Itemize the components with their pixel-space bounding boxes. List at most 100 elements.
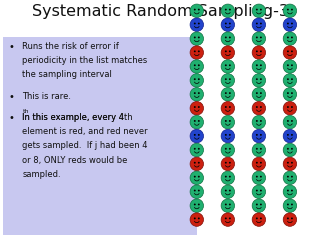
Ellipse shape <box>291 9 293 11</box>
Ellipse shape <box>260 176 262 178</box>
Ellipse shape <box>291 23 293 24</box>
Ellipse shape <box>190 199 204 212</box>
Text: gets sampled.  If j had been 4: gets sampled. If j had been 4 <box>22 141 148 150</box>
Ellipse shape <box>287 9 289 11</box>
Ellipse shape <box>291 92 293 94</box>
Ellipse shape <box>291 36 293 38</box>
Ellipse shape <box>190 143 204 157</box>
Ellipse shape <box>252 129 266 143</box>
Ellipse shape <box>198 23 200 24</box>
Ellipse shape <box>287 64 289 66</box>
Ellipse shape <box>229 120 231 122</box>
Ellipse shape <box>291 134 293 136</box>
Ellipse shape <box>260 9 262 11</box>
Ellipse shape <box>291 148 293 150</box>
Ellipse shape <box>260 64 262 66</box>
Ellipse shape <box>221 102 235 115</box>
Ellipse shape <box>256 23 258 24</box>
Ellipse shape <box>283 129 297 143</box>
Ellipse shape <box>256 78 258 80</box>
Ellipse shape <box>221 74 235 87</box>
Ellipse shape <box>194 50 196 52</box>
Ellipse shape <box>287 204 289 205</box>
Ellipse shape <box>287 148 289 150</box>
Ellipse shape <box>256 9 258 11</box>
Ellipse shape <box>225 50 227 52</box>
Ellipse shape <box>221 129 235 143</box>
Ellipse shape <box>221 32 235 45</box>
Ellipse shape <box>260 190 262 192</box>
Ellipse shape <box>229 78 231 80</box>
Ellipse shape <box>190 88 204 101</box>
Ellipse shape <box>283 171 297 185</box>
Ellipse shape <box>287 120 289 122</box>
Ellipse shape <box>260 204 262 205</box>
Ellipse shape <box>287 50 289 52</box>
Ellipse shape <box>260 148 262 150</box>
Ellipse shape <box>194 78 196 80</box>
Ellipse shape <box>198 64 200 66</box>
Ellipse shape <box>198 106 200 108</box>
Text: Systematic Random Sampling-3: Systematic Random Sampling-3 <box>32 4 288 19</box>
Ellipse shape <box>229 36 231 38</box>
Ellipse shape <box>283 102 297 115</box>
Ellipse shape <box>252 46 266 59</box>
Ellipse shape <box>229 23 231 24</box>
Ellipse shape <box>256 217 258 219</box>
Ellipse shape <box>252 199 266 212</box>
Ellipse shape <box>190 74 204 87</box>
Text: sampled.: sampled. <box>22 170 61 179</box>
Ellipse shape <box>190 129 204 143</box>
Ellipse shape <box>229 204 231 205</box>
Ellipse shape <box>225 162 227 164</box>
Ellipse shape <box>291 78 293 80</box>
Ellipse shape <box>291 162 293 164</box>
Ellipse shape <box>252 171 266 185</box>
Ellipse shape <box>252 88 266 101</box>
Ellipse shape <box>283 4 297 18</box>
Ellipse shape <box>283 60 297 73</box>
Ellipse shape <box>221 4 235 18</box>
Ellipse shape <box>225 92 227 94</box>
Ellipse shape <box>256 64 258 66</box>
Ellipse shape <box>198 176 200 178</box>
Ellipse shape <box>221 60 235 73</box>
Ellipse shape <box>225 9 227 11</box>
Ellipse shape <box>198 36 200 38</box>
Ellipse shape <box>221 199 235 212</box>
Ellipse shape <box>287 23 289 24</box>
Ellipse shape <box>287 92 289 94</box>
Ellipse shape <box>252 18 266 31</box>
Ellipse shape <box>198 148 200 150</box>
Ellipse shape <box>194 106 196 108</box>
Ellipse shape <box>229 162 231 164</box>
Ellipse shape <box>198 134 200 136</box>
Ellipse shape <box>229 190 231 192</box>
Ellipse shape <box>190 115 204 129</box>
Ellipse shape <box>256 92 258 94</box>
Ellipse shape <box>190 60 204 73</box>
Ellipse shape <box>287 162 289 164</box>
Text: or 8, ONLY reds would be: or 8, ONLY reds would be <box>22 156 128 165</box>
Ellipse shape <box>229 9 231 11</box>
Text: In this example, every 4: In this example, every 4 <box>22 113 130 122</box>
Ellipse shape <box>221 185 235 198</box>
Ellipse shape <box>225 134 227 136</box>
Ellipse shape <box>260 23 262 24</box>
Ellipse shape <box>287 134 289 136</box>
Ellipse shape <box>256 176 258 178</box>
Ellipse shape <box>194 23 196 24</box>
Ellipse shape <box>291 64 293 66</box>
Ellipse shape <box>283 74 297 87</box>
FancyBboxPatch shape <box>3 37 197 235</box>
Text: the sampling interval: the sampling interval <box>22 70 112 79</box>
Ellipse shape <box>194 92 196 94</box>
Ellipse shape <box>190 32 204 45</box>
Ellipse shape <box>194 176 196 178</box>
Ellipse shape <box>260 120 262 122</box>
Ellipse shape <box>256 204 258 205</box>
Text: th: th <box>22 109 29 114</box>
Ellipse shape <box>198 50 200 52</box>
Ellipse shape <box>252 60 266 73</box>
Ellipse shape <box>194 134 196 136</box>
